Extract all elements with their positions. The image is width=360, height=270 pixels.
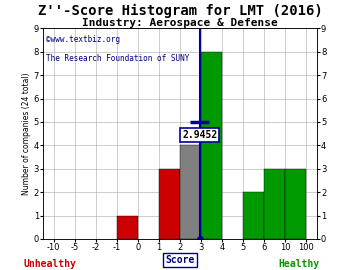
Bar xyxy=(117,215,138,239)
Bar xyxy=(180,145,201,239)
Text: The Research Foundation of SUNY: The Research Foundation of SUNY xyxy=(46,54,189,63)
Text: ©www.textbiz.org: ©www.textbiz.org xyxy=(46,35,120,44)
Y-axis label: Number of companies (24 total): Number of companies (24 total) xyxy=(22,72,31,195)
Bar xyxy=(285,169,306,239)
Text: 2.9452: 2.9452 xyxy=(182,130,217,140)
Bar xyxy=(201,52,222,239)
Text: Z''-Score Histogram for LMT (2016): Z''-Score Histogram for LMT (2016) xyxy=(38,4,322,18)
X-axis label: Score: Score xyxy=(165,255,195,265)
Bar xyxy=(243,192,264,239)
Bar xyxy=(159,169,180,239)
Bar xyxy=(264,169,285,239)
Text: Healthy: Healthy xyxy=(278,259,319,269)
Text: Industry: Aerospace & Defense: Industry: Aerospace & Defense xyxy=(82,18,278,28)
Text: Unhealthy: Unhealthy xyxy=(24,259,77,269)
